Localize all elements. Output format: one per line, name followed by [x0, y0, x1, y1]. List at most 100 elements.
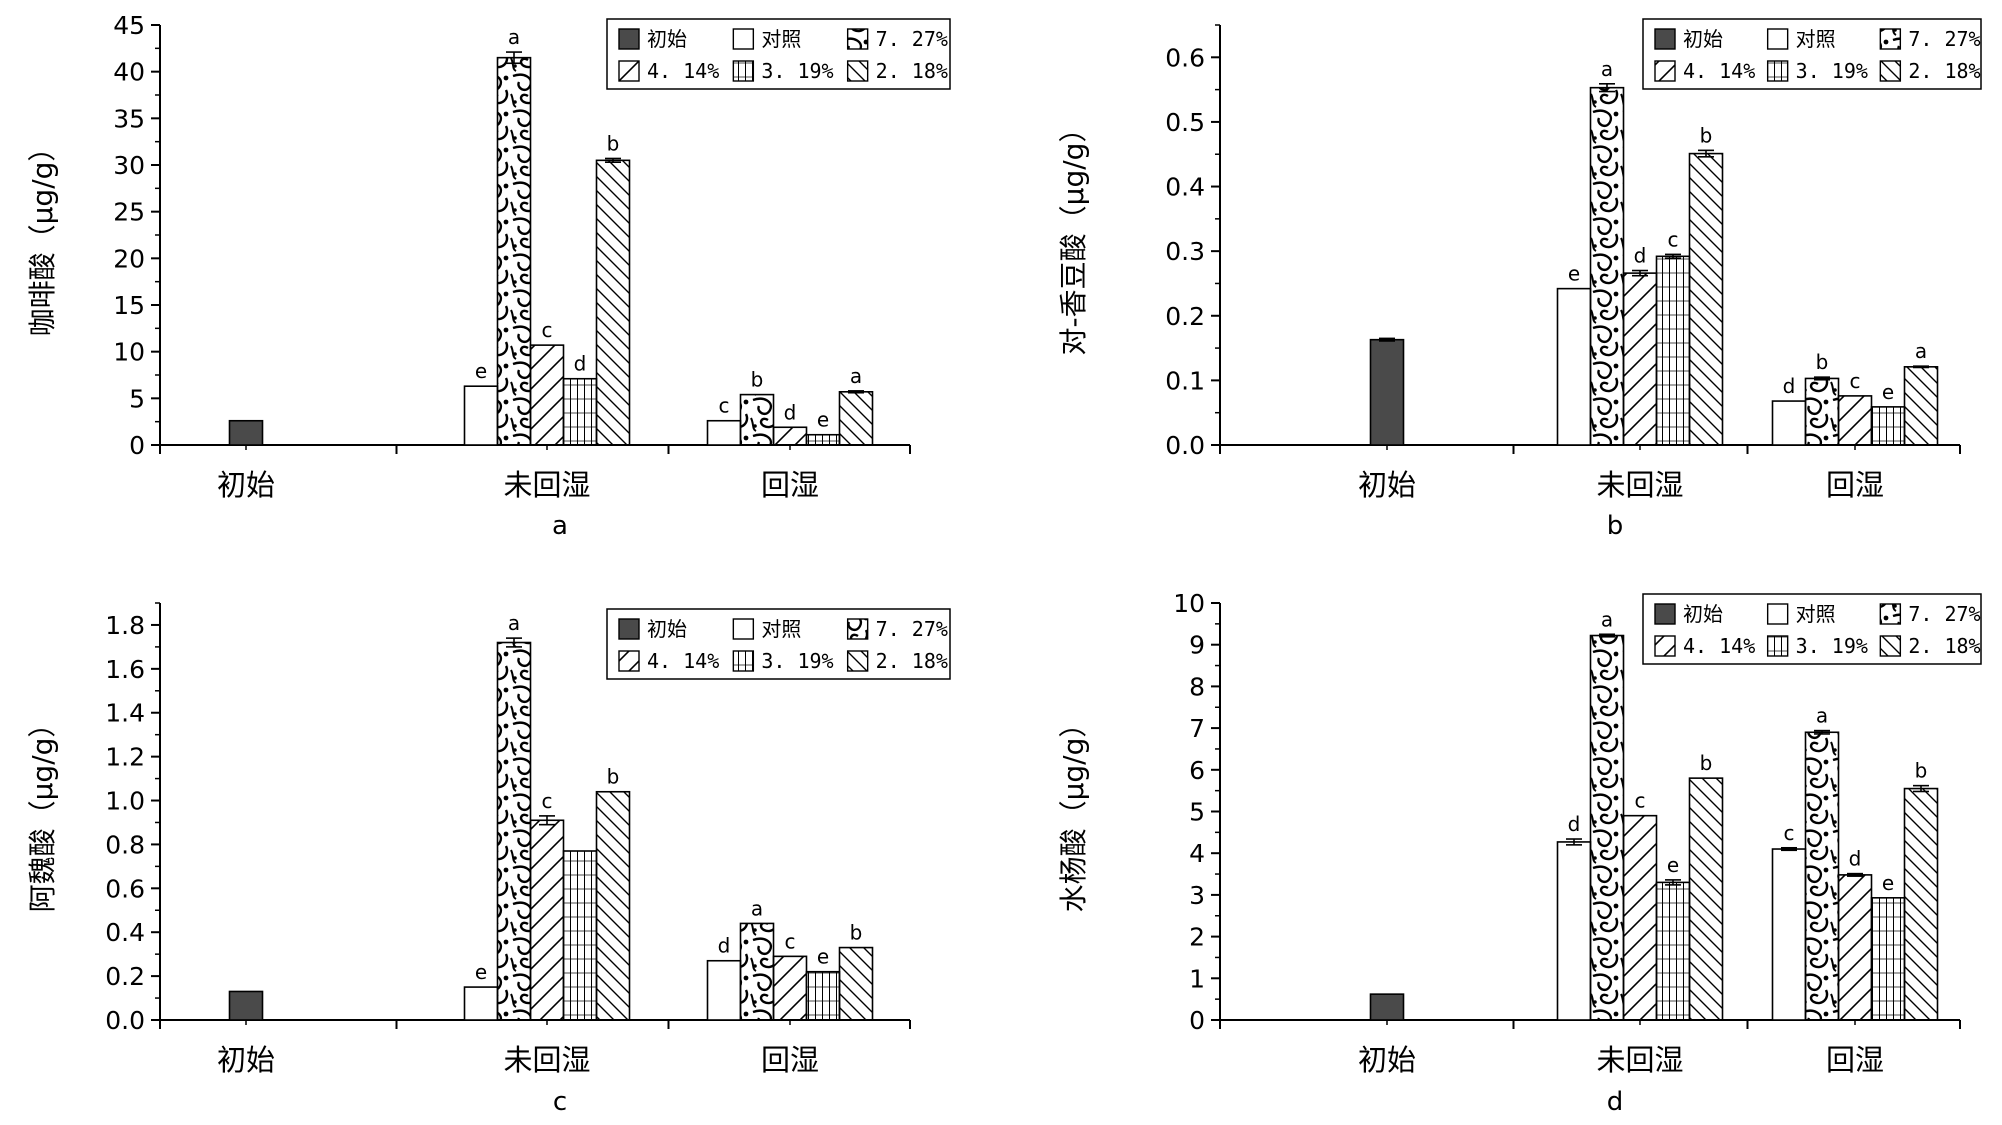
legend-swatch: [1654, 635, 1676, 657]
bar-cells: [496, 641, 532, 1021]
y-tick-label: 30: [113, 151, 145, 180]
y-tick-label: 1.4: [105, 699, 145, 728]
bar-diag-fine: [595, 159, 631, 446]
y-tick-label: 5: [1189, 798, 1205, 827]
bar-grid: [1655, 255, 1691, 446]
significance-label: c: [1668, 227, 1679, 251]
legend-swatch: [1766, 60, 1789, 82]
bar-diag-coarse: [1837, 874, 1873, 1021]
bar-white: [463, 986, 499, 1021]
bar-white: [706, 959, 742, 1021]
significance-label: a: [751, 896, 763, 920]
bar-diag-fine: [1903, 366, 1939, 446]
legend-swatch: [1879, 635, 1902, 657]
significance-label: a: [850, 364, 862, 388]
significance-label: d: [574, 352, 587, 376]
significance-label: c: [542, 789, 553, 813]
significance-label: a: [1601, 607, 1613, 631]
significance-label: d: [1849, 847, 1862, 871]
x-tick-label: 未回湿: [503, 468, 590, 502]
y-tick-label: 0.0: [105, 1006, 145, 1035]
legend-swatch: [618, 60, 640, 82]
y-tick-label: 0: [1189, 1006, 1205, 1035]
legend-label: 2. 18%: [876, 59, 948, 83]
bar-grid: [1870, 897, 1906, 1021]
panel-label: c: [553, 1087, 567, 1117]
legend-swatch: [846, 60, 869, 82]
legend-label: 初始: [647, 617, 687, 641]
legend-label: 3. 19%: [1796, 634, 1868, 658]
y-tick-label: 0.4: [1165, 173, 1205, 202]
bar-cells: [739, 393, 775, 446]
bar-cells: [1589, 86, 1625, 446]
y-tick-label: 10: [1173, 589, 1205, 618]
legend-swatch: [1654, 603, 1676, 625]
y-tick-label: 40: [113, 58, 145, 87]
legend-swatch: [618, 618, 640, 640]
y-tick-label: 1.2: [105, 743, 145, 772]
y-tick-label: 0.2: [105, 962, 145, 991]
x-tick-label: 回湿: [761, 1043, 819, 1077]
significance-label: d: [784, 400, 797, 424]
bar-cells: [1804, 731, 1840, 1021]
y-tick-label: 4: [1189, 839, 1205, 868]
legend-label: 对照: [761, 617, 801, 641]
bar-diag-coarse: [1622, 272, 1658, 446]
bar-grid: [805, 970, 841, 1021]
bar-grid: [1870, 406, 1906, 446]
x-tick-label: 未回湿: [1596, 468, 1683, 502]
y-tick-label: 0.5: [1165, 108, 1205, 137]
y-tick-label: 0.1: [1165, 366, 1205, 395]
y-tick-label: 0.2: [1165, 302, 1205, 331]
legend-box: [1642, 18, 1982, 90]
y-tick-label: 0.0: [1165, 431, 1205, 460]
legend-label: 2. 18%: [1908, 59, 1980, 83]
legend-label: 对照: [761, 27, 801, 51]
bar-cells: [739, 922, 775, 1021]
legend-label: 初始: [1683, 27, 1723, 51]
significance-label: e: [1882, 380, 1894, 404]
y-tick-label: 0: [129, 431, 145, 460]
legend-label: 对照: [1796, 602, 1836, 626]
panel-label: a: [552, 511, 568, 541]
bar-grid: [562, 850, 598, 1021]
legend-label: 4. 14%: [647, 59, 719, 83]
significance-label: e: [475, 359, 487, 383]
legend-label: 7. 27%: [1908, 27, 1980, 51]
legend-label: 2. 18%: [876, 649, 948, 673]
significance-label: d: [1783, 374, 1796, 398]
bar-diag-fine: [1903, 787, 1939, 1021]
y-tick-label: 3: [1189, 881, 1205, 910]
legend-swatch: [732, 60, 755, 82]
significance-label: e: [1568, 262, 1580, 286]
significance-label: c: [542, 318, 553, 342]
legend-label: 3. 19%: [761, 59, 833, 83]
x-tick-label: 未回湿: [503, 1043, 590, 1077]
bar-cells: [1589, 634, 1625, 1021]
legend-swatch: [1766, 28, 1789, 50]
legend-label: 3. 19%: [761, 649, 833, 673]
bar-white: [1556, 841, 1592, 1021]
y-tick-label: 25: [113, 198, 145, 227]
legend-swatch: [846, 28, 869, 50]
legend-label: 3. 19%: [1796, 59, 1868, 83]
legend-swatch: [1654, 60, 1676, 82]
significance-label: a: [1601, 57, 1613, 81]
legend-label: 2. 18%: [1908, 634, 1980, 658]
bar-diag-coarse: [529, 819, 565, 1021]
significance-label: a: [1915, 339, 1927, 363]
bar-diag-fine: [838, 946, 874, 1021]
y-tick-label: 10: [113, 338, 145, 367]
legend-box: [606, 608, 951, 680]
legend: 初始 对照 7. 27% 4. 14% 3. 19% 2. 18%: [606, 18, 951, 90]
significance-label: d: [1634, 244, 1647, 268]
y-tick-label: 35: [113, 104, 145, 133]
y-tick-label: 1.0: [105, 787, 145, 816]
significance-label: c: [1850, 369, 1861, 393]
bar-diag-coarse: [772, 955, 808, 1021]
y-tick-label: 20: [113, 244, 145, 273]
legend-swatch: [732, 618, 755, 640]
bar-initial: [1369, 993, 1405, 1021]
x-tick-label: 初始: [217, 468, 275, 502]
